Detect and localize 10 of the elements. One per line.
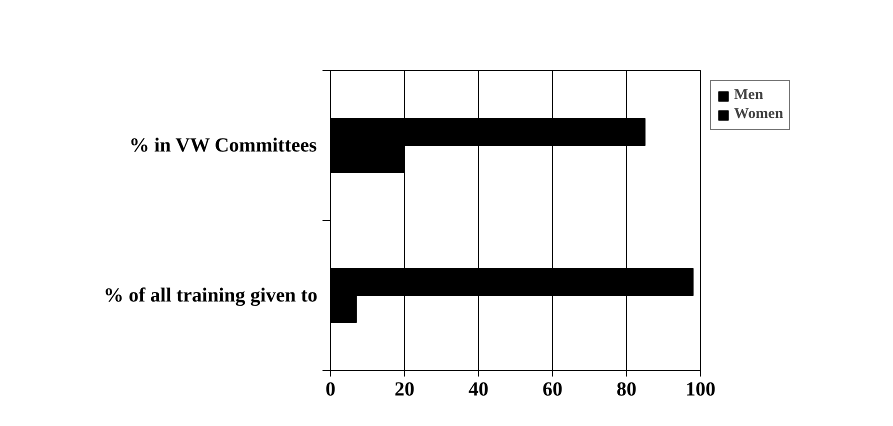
x-tick-label: 60 (542, 378, 562, 400)
y-tick-label: % in VW Committees (129, 134, 317, 156)
legend-label: Women (734, 106, 784, 123)
x-tick-label: 0 (326, 378, 336, 400)
y-tick-label: % of all training given to (104, 284, 318, 306)
x-tick-label: 40 (468, 378, 488, 400)
legend-label: Men (734, 87, 764, 104)
x-tick-label: 100 (686, 378, 716, 400)
x-tick-label: 20 (394, 378, 414, 400)
x-tick-label: 80 (616, 378, 636, 400)
